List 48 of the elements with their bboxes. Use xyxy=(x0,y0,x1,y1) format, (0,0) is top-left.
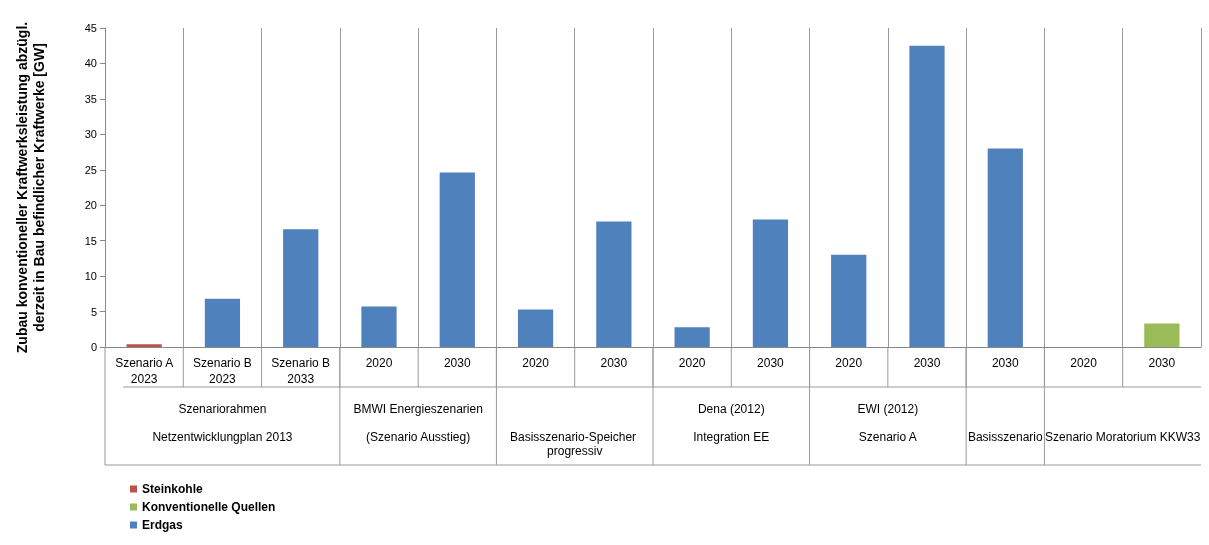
x-tick-label: 2020 xyxy=(365,356,393,370)
y-tick-label: 0 xyxy=(90,341,97,353)
y-tick-label: 35 xyxy=(84,92,97,105)
bar xyxy=(126,344,162,347)
x-tick-label: 2020 xyxy=(678,356,706,370)
x-tick-label: 2020 xyxy=(1070,356,1098,370)
x-tick-label: 2020 xyxy=(522,356,550,370)
bar xyxy=(831,254,867,347)
x-tick-label: Szenario A 2023 xyxy=(115,356,174,386)
y-axis-title: Zubau konventioneller Kraftwerksleistung abzügl. derzeit in Bau befindlicher Kraftwerke [GW] xyxy=(13,21,47,354)
legend-label: Steinkohle xyxy=(142,482,204,496)
x-tick-label: 2030 xyxy=(1148,356,1176,370)
text: Szenariorahmen Netzentwicklungplan 2013 xyxy=(152,402,293,444)
bar xyxy=(752,219,789,347)
y-tick-label: 25 xyxy=(84,163,97,176)
text: Basisszenario xyxy=(967,430,1043,444)
y-tick-label: 40 xyxy=(84,57,97,70)
x-tick-label: Szenario B 2023 xyxy=(193,356,252,386)
y-tick-label: 10 xyxy=(84,270,97,283)
y-tick-label: 30 xyxy=(84,128,97,141)
text: EWI (2012) Szenario A xyxy=(857,402,919,444)
y-tick-label: 45 xyxy=(84,22,97,34)
bar xyxy=(909,45,945,347)
bar xyxy=(987,148,1023,347)
text: BMWI Energieszenarien (Szenario Ausstieg) xyxy=(353,402,483,444)
bar xyxy=(439,172,475,347)
text: Basisszenario-Speicher progressiv xyxy=(510,430,640,458)
text: Dena (2012) Integration EE xyxy=(693,402,770,444)
x-tick-label: 2030 xyxy=(991,356,1019,370)
bar xyxy=(361,306,397,347)
bar xyxy=(596,221,632,347)
y-tick-label: 15 xyxy=(84,234,97,247)
x-tick-label: 2020 xyxy=(835,356,863,370)
bar xyxy=(1144,323,1180,347)
bar xyxy=(283,229,319,347)
legend-label: Konventionelle Quellen xyxy=(142,500,276,514)
y-tick-label: 20 xyxy=(84,199,97,212)
legend-label: Erdgas xyxy=(142,518,184,532)
x-tick-label: 2030 xyxy=(443,356,471,370)
bar xyxy=(674,327,710,347)
x-tick-label: 2030 xyxy=(600,356,628,370)
text: Szenario Moratorium KKW33 xyxy=(1045,430,1201,444)
x-tick-label: 2030 xyxy=(913,356,941,370)
x-tick-label: 2030 xyxy=(757,356,785,370)
x-tick-label: Szenario B 2033 xyxy=(271,356,331,386)
y-tick-label: 5 xyxy=(90,305,97,318)
bar xyxy=(517,309,554,347)
bar xyxy=(204,298,241,347)
